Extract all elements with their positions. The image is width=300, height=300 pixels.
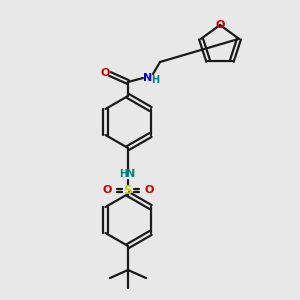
Text: O: O — [144, 185, 154, 195]
Text: H: H — [151, 75, 159, 85]
Text: H: H — [119, 169, 127, 179]
Text: O: O — [102, 185, 112, 195]
Text: S: S — [124, 184, 133, 196]
Text: O: O — [215, 20, 225, 30]
Text: O: O — [100, 68, 110, 78]
Text: N: N — [126, 169, 136, 179]
Text: N: N — [143, 73, 153, 83]
